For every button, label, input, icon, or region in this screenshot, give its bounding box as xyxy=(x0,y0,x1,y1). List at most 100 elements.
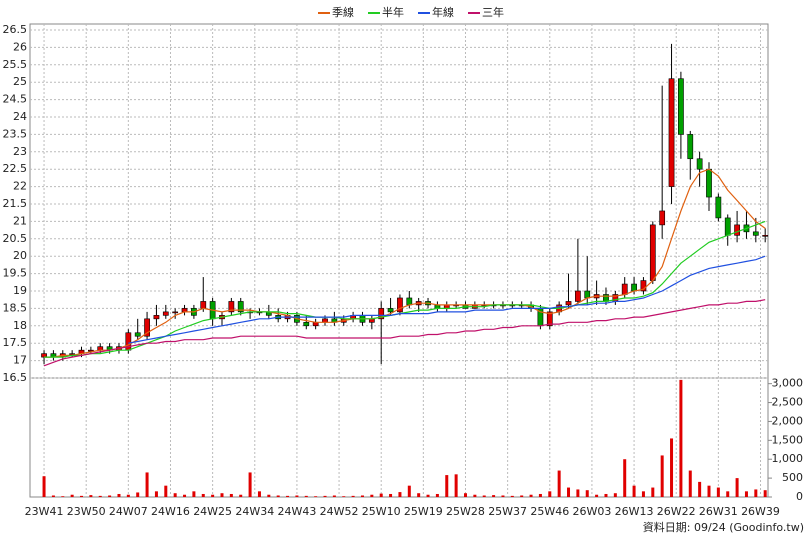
volume-bar xyxy=(332,495,336,497)
volume-bar xyxy=(117,493,121,497)
ma-line xyxy=(128,255,766,344)
volume-bar xyxy=(248,472,252,497)
candle-body xyxy=(696,158,703,170)
volume-bar xyxy=(576,489,580,497)
candle-body xyxy=(406,297,413,306)
x-tick-label: 26W03 xyxy=(572,505,611,518)
volume-bar xyxy=(660,455,664,497)
volume-bar xyxy=(567,487,571,497)
y-tick-label: 24.5 xyxy=(3,93,28,106)
volume-bar xyxy=(492,495,496,497)
volume-bar xyxy=(389,493,393,497)
y-tick-label: 21 xyxy=(13,214,27,227)
volume-bar xyxy=(548,491,552,497)
y-tick-label: 22.5 xyxy=(3,162,28,175)
x-tick-label: 25W37 xyxy=(488,505,527,518)
volume-bar xyxy=(585,490,589,497)
candle-body xyxy=(153,315,160,320)
volume-bar xyxy=(417,493,421,497)
y-tick-label: 17.5 xyxy=(3,336,28,349)
y2-tick-label: 0 xyxy=(796,490,803,503)
candle-body xyxy=(678,78,684,135)
volume-bar xyxy=(520,495,524,497)
y-tick-label: 23 xyxy=(13,145,27,158)
legend-label: 年線 xyxy=(432,5,454,19)
volume-bar xyxy=(286,495,290,497)
y-tick-label: 19 xyxy=(13,284,27,297)
candle-body xyxy=(387,308,394,313)
candle-body xyxy=(706,168,712,198)
volume-bar xyxy=(229,493,233,497)
candle-body xyxy=(397,297,403,313)
volume-bar xyxy=(595,494,599,497)
volume-bar xyxy=(482,495,486,497)
volume-bar xyxy=(370,494,374,497)
candle-body xyxy=(715,196,722,219)
volume-bar xyxy=(557,470,561,497)
volume-bar xyxy=(407,485,411,497)
volume-bar xyxy=(754,489,758,497)
x-tick-label: 26W13 xyxy=(615,505,654,518)
volume-bar xyxy=(304,495,308,497)
x-tick-label: 23W50 xyxy=(67,505,106,518)
volume-bar xyxy=(360,495,364,497)
candle-body xyxy=(200,301,207,309)
y2-tick-label: 2,000 xyxy=(772,414,804,427)
y-tick-label: 22 xyxy=(13,180,27,193)
volume-bar xyxy=(89,495,93,497)
x-tick-label: 24W16 xyxy=(151,505,190,518)
y2-tick-label: 500 xyxy=(782,471,803,484)
volume-bar xyxy=(379,493,383,497)
volume-bar xyxy=(651,487,655,497)
volume-bar xyxy=(426,494,430,497)
volume-bar xyxy=(314,496,318,497)
volume-bar xyxy=(98,495,102,497)
volume-bar xyxy=(463,493,467,497)
candle-body xyxy=(134,332,141,337)
y-tick-label: 20 xyxy=(13,249,27,262)
y-tick-label: 17 xyxy=(13,354,27,367)
volume-bar xyxy=(604,493,608,497)
candle-body xyxy=(172,311,179,314)
volume-bar xyxy=(201,493,205,497)
volume-bar xyxy=(398,492,402,497)
volume-bar xyxy=(136,492,140,497)
candle-body xyxy=(378,308,385,320)
volume-bar xyxy=(257,491,261,497)
x-tick-label: 24W07 xyxy=(109,505,148,518)
volume-bar xyxy=(173,493,177,497)
volume-bar xyxy=(688,470,692,497)
x-tick-label: 25W19 xyxy=(404,505,443,518)
ma-line xyxy=(44,168,766,358)
candle-body xyxy=(649,224,656,281)
candle-body xyxy=(724,217,731,236)
volume-bar xyxy=(61,496,65,497)
volume-bar xyxy=(613,493,617,497)
volume-bar xyxy=(670,438,674,497)
legend-label: 季線 xyxy=(332,5,354,19)
volume-bar xyxy=(538,493,542,497)
y-tick-label: 21.5 xyxy=(3,197,28,210)
x-tick-label: 25W28 xyxy=(446,505,485,518)
volume-bar xyxy=(211,494,215,497)
candle-body xyxy=(640,280,647,292)
y-tick-label: 19.5 xyxy=(3,267,28,280)
volume-bar xyxy=(351,495,355,497)
x-tick-label: 23W41 xyxy=(25,505,64,518)
volume-bar xyxy=(641,491,645,497)
volume-bar xyxy=(42,476,46,497)
x-tick-label: 24W34 xyxy=(235,505,274,518)
plot-frame xyxy=(29,23,769,498)
y-tick-label: 24 xyxy=(13,110,27,123)
y2-tick-label: 1,500 xyxy=(772,433,804,446)
legend-label: 半年 xyxy=(382,5,404,19)
volume-bar xyxy=(473,494,477,497)
x-tick-label: 24W52 xyxy=(320,505,359,518)
volume-bar xyxy=(763,490,767,497)
volume-bar xyxy=(623,459,627,497)
volume-bar xyxy=(70,494,74,497)
y-tick-label: 25 xyxy=(13,75,27,88)
x-tick-label: 24W25 xyxy=(193,505,232,518)
volume-bar xyxy=(707,485,711,497)
